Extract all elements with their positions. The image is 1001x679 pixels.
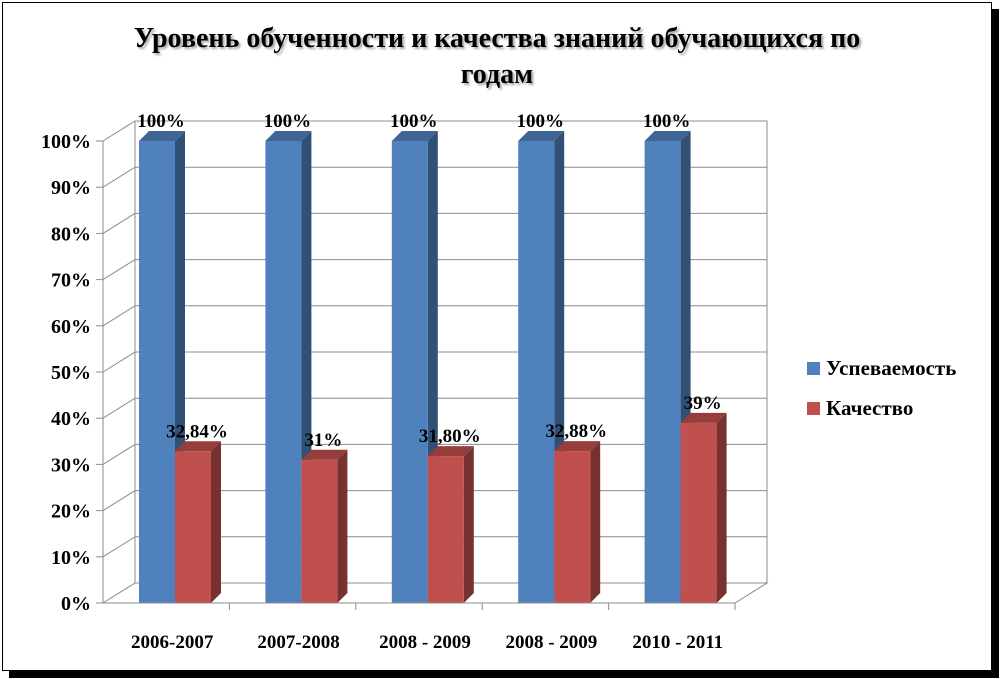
bar-top-0-2	[391, 131, 438, 141]
data-label-0-3: 100%	[516, 111, 564, 132]
gridline-side	[102, 397, 136, 419]
bar-1-4	[680, 422, 717, 603]
bars	[139, 131, 727, 603]
data-label-1-4: 39%	[684, 393, 722, 414]
y-tick-label: 60%	[51, 316, 91, 338]
gridline-side	[102, 305, 136, 327]
x-tick-label: 2007-2008	[257, 632, 339, 653]
bar-top-0-1	[265, 131, 312, 141]
bar-1-1	[301, 459, 338, 603]
bar-side-1-0	[211, 441, 221, 603]
gridline-side	[102, 120, 136, 142]
axes	[96, 140, 736, 610]
bar-top-0-0	[139, 131, 185, 141]
bar-1-2	[427, 456, 464, 603]
legend-swatch-kachestvo	[807, 401, 820, 415]
labels: 0% 10% 20% 30% 40% 50% 60% 70% 80% 90% 100% 100% 32,…	[41, 111, 723, 653]
bar-0-2	[391, 141, 428, 603]
bar-side-1-4	[716, 412, 727, 603]
y-tick-label: 90%	[51, 177, 91, 199]
bar-top-1-4	[680, 412, 727, 423]
gridline-side	[102, 212, 136, 234]
legend-item-uspevaemost: Успеваемость	[807, 348, 956, 388]
bar-top-0-4	[644, 131, 691, 141]
gridline-side	[102, 259, 136, 281]
y-tick-label: 80%	[51, 223, 91, 245]
x-tick-label: 2010 - 2011	[632, 632, 723, 653]
data-label-0-2: 100%	[390, 111, 438, 132]
bar-0-0	[139, 141, 175, 603]
y-tick-label: 100%	[41, 131, 91, 153]
chart-title-line-2: годам	[460, 59, 534, 90]
data-label-0-4: 100%	[643, 111, 691, 132]
y-tick-label: 30%	[51, 454, 91, 476]
x-tick-label: 2008 - 2009	[379, 632, 471, 653]
legend: Успеваемость Качество	[807, 348, 956, 428]
bar-side-1-3	[590, 441, 601, 603]
bar-1-3	[554, 451, 591, 603]
data-label-1-0: 32,84%	[166, 421, 228, 442]
legend-swatch-uspevaemost	[807, 361, 820, 375]
bar-top-1-2	[427, 446, 474, 457]
bar-0-4	[644, 141, 681, 603]
data-label-1-2: 31,80%	[419, 426, 481, 447]
gridline-side	[102, 536, 136, 558]
x-tick-label: 2006-2007	[131, 632, 214, 653]
y-tick-label: 20%	[51, 501, 91, 523]
x-tick-label: 2008 - 2009	[505, 632, 597, 653]
gridline-side	[102, 490, 136, 512]
bar-top-1-3	[554, 441, 601, 452]
data-label-1-3: 32,88%	[545, 421, 607, 442]
data-label-0-0: 100%	[137, 111, 185, 132]
bar-1-0	[175, 451, 211, 603]
y-tick-label: 70%	[51, 270, 91, 292]
bar-side-1-2	[463, 446, 474, 603]
y-tick-label: 40%	[51, 408, 91, 430]
legend-item-kachestvo: Качество	[807, 388, 956, 428]
y-tick-label: 50%	[51, 362, 91, 384]
y-tick-label: 10%	[51, 547, 91, 569]
data-label-0-1: 100%	[264, 111, 312, 132]
bar-0-1	[265, 141, 302, 603]
bar-top-0-3	[518, 131, 565, 141]
bar-top-1-1	[301, 449, 348, 460]
plot-area: 0% 10% 20% 30% 40% 50% 60% 70% 80% 90% 100% 100% 32,…	[41, 111, 769, 653]
legend-label-kachestvo: Качество	[826, 395, 914, 420]
y-tick-label: 0%	[61, 593, 91, 615]
chart-title: Уровень обученности и качества знаний об…	[3, 21, 991, 93]
chart-frame: Уровень обученности и качества знаний об…	[2, 2, 992, 671]
legend-label-uspevaemost: Успеваемость	[826, 355, 957, 380]
data-label-1-1: 31%	[304, 430, 342, 451]
bar-top-1-0	[175, 441, 221, 452]
gridline-side	[102, 443, 136, 465]
chart-title-line-1: Уровень обученности и качества знаний об…	[133, 23, 861, 54]
bar-side-1-1	[337, 449, 348, 603]
bar-0-3	[518, 141, 555, 603]
gridline-side	[102, 351, 136, 373]
gridline-side	[102, 166, 136, 188]
